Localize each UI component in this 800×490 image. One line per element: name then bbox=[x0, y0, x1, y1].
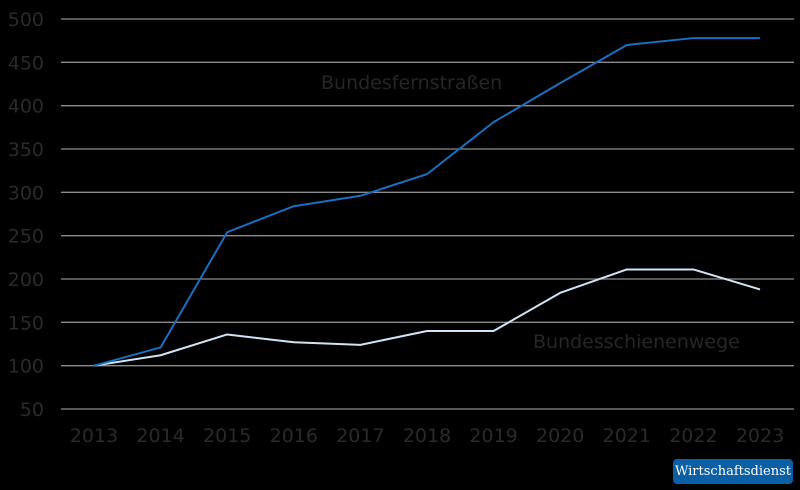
y-tick-label: 400 bbox=[8, 96, 44, 118]
x-tick-label: 2022 bbox=[669, 425, 717, 447]
gridlines bbox=[61, 18, 794, 410]
y-tick-label: 450 bbox=[8, 52, 44, 74]
x-tick-label: 2018 bbox=[403, 425, 451, 447]
publisher-badge: Wirtschaftsdienst bbox=[673, 459, 793, 484]
y-tick-label: 200 bbox=[8, 269, 44, 291]
y-tick-label: 100 bbox=[8, 356, 44, 378]
x-tick-label: 2017 bbox=[336, 425, 384, 447]
y-tick-label: 50 bbox=[20, 399, 44, 421]
x-tick-label: 2015 bbox=[203, 425, 251, 447]
y-tick-label: 300 bbox=[8, 182, 44, 204]
y-tick-label: 150 bbox=[8, 312, 44, 334]
series-line-bundesfernstraßen bbox=[93, 37, 760, 367]
y-tick-label: 250 bbox=[8, 226, 44, 248]
series-lines bbox=[93, 37, 761, 367]
y-axis-ticks: 50 100 150 200 250 300 350 400 450 500 bbox=[8, 9, 44, 421]
x-tick-label: 2013 bbox=[70, 425, 118, 447]
series-label-bundesfernstrassen: Bundesfernstraßen bbox=[321, 72, 502, 94]
x-axis-ticks: 2013 2014 2015 2016 2017 2018 2019 2020 2021 2022… bbox=[70, 425, 784, 447]
series-label-bundesschienenwege: Bundesschienenwege bbox=[533, 331, 740, 353]
x-tick-label: 2020 bbox=[536, 425, 584, 447]
x-tick-label: 2023 bbox=[736, 425, 784, 447]
x-tick-label: 2014 bbox=[136, 425, 184, 447]
y-tick-label: 350 bbox=[8, 139, 44, 161]
y-tick-label: 500 bbox=[8, 9, 44, 31]
x-tick-label: 2016 bbox=[270, 425, 318, 447]
x-tick-label: 2021 bbox=[603, 425, 651, 447]
series-line-bundesschienenwege bbox=[93, 268, 761, 367]
x-tick-label: 2019 bbox=[469, 425, 517, 447]
